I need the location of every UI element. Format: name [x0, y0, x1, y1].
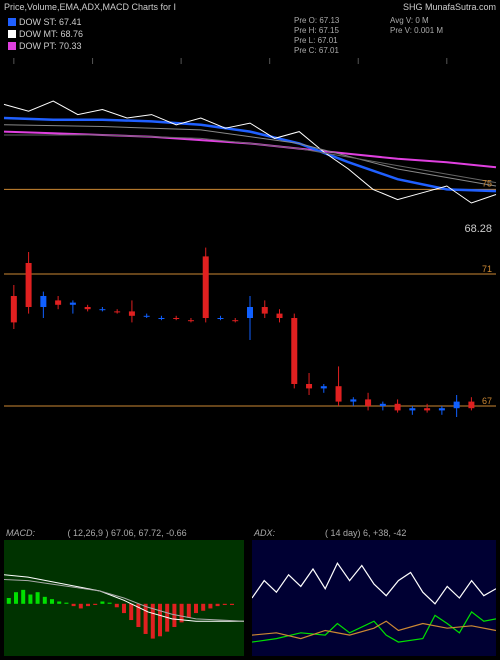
svg-text:71: 71 [482, 264, 492, 274]
swatch-st [8, 18, 16, 26]
swatch-mt [8, 30, 16, 38]
chart-header: Price,Volume,EMA,ADX,MACD Charts for I S… [4, 2, 496, 42]
pre-o: Pre O: 67.13 [294, 16, 384, 26]
svg-text:75: 75 [482, 178, 492, 188]
legend-mt: DOW MT: 68.76 [19, 28, 83, 40]
price-chart-panel: 7568.28 [4, 50, 496, 220]
svg-text:67: 67 [482, 396, 492, 406]
macd-label: MACD: ( 12,26,9 ) 67.06, 67.72, -0.66 [6, 528, 187, 538]
pre-l: Pre L: 67.01 [294, 36, 384, 46]
avg-v: Avg V: 0 M [390, 16, 480, 26]
candle-chart-panel: 71 67 [4, 230, 496, 450]
adx-panel [252, 540, 496, 656]
legend-block: DOW ST: 67.41 DOW MT: 68.76 DOW PT: 70.3… [8, 16, 83, 52]
adx-label: ADX: ( 14 day) 6, +38, -42 [254, 528, 406, 538]
macd-panel [4, 540, 244, 656]
pre-h: Pre H: 67.15 [294, 26, 384, 36]
pre-v: Pre V: 0.001 M [390, 26, 480, 36]
title-left: Price,Volume,EMA,ADX,MACD Charts for I [4, 2, 176, 12]
legend-st: DOW ST: 67.41 [19, 16, 82, 28]
title-right: SHG MunafaSutra.com [403, 2, 496, 12]
swatch-pt [8, 42, 16, 50]
